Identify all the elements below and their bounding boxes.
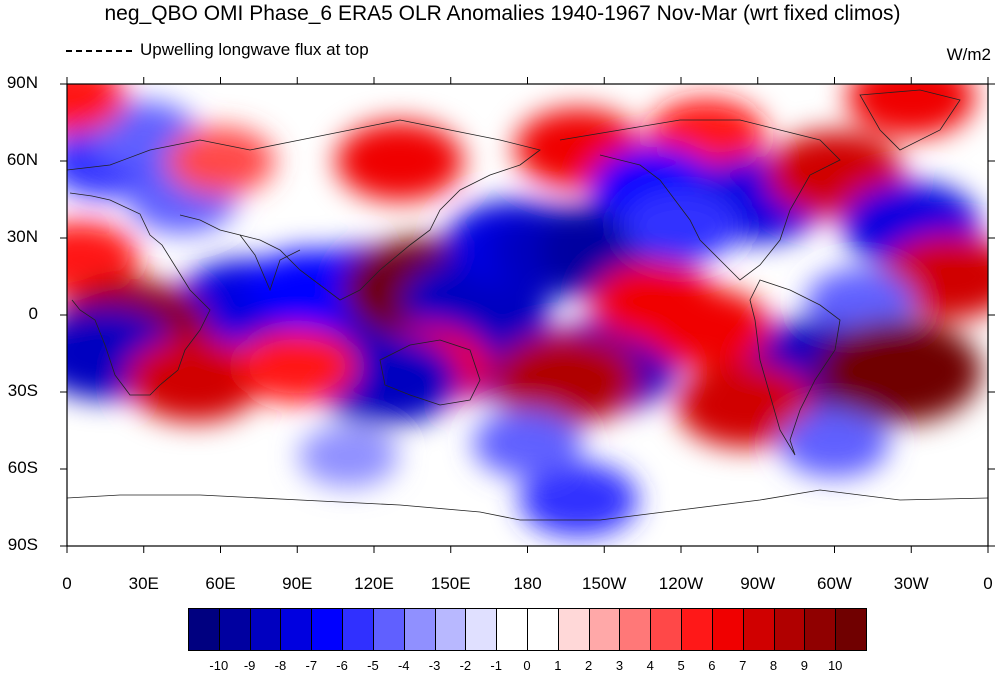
x-tick-label: 60E xyxy=(205,574,236,593)
anomaly-blob xyxy=(67,221,139,296)
x-tick-label: 90W xyxy=(740,574,776,593)
anomaly-blob xyxy=(126,336,264,423)
coastline-eurasia xyxy=(67,119,541,301)
colorbar-cell xyxy=(218,608,251,651)
y-tick-label: 60S xyxy=(7,458,38,477)
colorbar-label: 3 xyxy=(615,658,624,673)
colorbar-cell xyxy=(681,608,713,651)
colorbar-label: 2 xyxy=(585,658,593,673)
colorbar-cell xyxy=(527,608,559,651)
colorbar-label: -5 xyxy=(367,658,379,673)
anomaly-blob xyxy=(805,268,915,337)
coastline-africa xyxy=(69,192,211,396)
x-tick-label: 60W xyxy=(817,574,852,593)
anomaly-blob xyxy=(67,84,127,134)
colorbar-label: 10 xyxy=(827,658,843,673)
colorbar-label: 7 xyxy=(739,658,747,673)
y-tick-label: 0 xyxy=(28,304,38,323)
colorbar-label: -10 xyxy=(209,658,229,673)
x-tick-label: 90E xyxy=(282,574,313,593)
x-tick-label: 30E xyxy=(128,574,159,593)
x-tick-label: 0 xyxy=(983,574,993,593)
coastline-north-america xyxy=(559,119,841,281)
x-tick-label: 0 xyxy=(62,574,72,593)
x-tick-label: 180 xyxy=(513,574,542,593)
colorbar-label: -2 xyxy=(459,658,472,673)
colorbar-cell xyxy=(403,608,436,651)
anomaly-blob xyxy=(815,319,982,424)
colorbar-cell xyxy=(835,608,867,651)
axis-ticks xyxy=(60,77,995,553)
colorbar-label: -1 xyxy=(490,658,502,673)
anomaly-blob xyxy=(621,188,741,263)
colorbar-label: -8 xyxy=(274,658,287,673)
colorbar-label: -9 xyxy=(243,658,256,673)
colorbar-cell xyxy=(588,608,621,651)
colorbar-label: 6 xyxy=(708,658,716,673)
anomaly-blob xyxy=(473,409,582,478)
colorbar-cell xyxy=(619,608,652,651)
anomaly-blob xyxy=(238,329,357,404)
figure-title: neg_QBO OMI Phase_6 ERA5 OLR Anomalies 1… xyxy=(104,2,901,25)
colorbar-cell xyxy=(773,608,806,651)
anomaly-field xyxy=(67,84,988,537)
colorbar-cell xyxy=(342,608,374,651)
y-tick-label: 30N xyxy=(6,227,38,246)
dashed-line-sample xyxy=(66,49,132,52)
colorbar-cell xyxy=(742,608,775,651)
coastline-india xyxy=(239,234,301,292)
y-tick-label: 60N xyxy=(6,150,38,169)
x-tick-label: 30W xyxy=(893,574,929,593)
coastline-greenland xyxy=(859,89,961,151)
colorbar xyxy=(188,608,867,651)
anomaly-blob xyxy=(335,121,464,201)
y-tick-label: 90N xyxy=(6,73,38,92)
x-tick-label: 120W xyxy=(658,574,704,593)
colorbar-label: 0 xyxy=(523,658,531,673)
colorbar-cell xyxy=(372,608,405,651)
colorbar-label: -3 xyxy=(428,658,441,673)
line-legend-text: Upwelling longwave flux at top xyxy=(140,40,369,59)
colorbar-cell xyxy=(249,608,282,651)
anomaly-blob xyxy=(298,425,399,488)
y-tick-label: 30S xyxy=(7,381,38,400)
y-tick-label: 90S xyxy=(7,535,38,554)
colorbar-label: 1 xyxy=(554,658,562,673)
anomaly-blob xyxy=(246,249,375,330)
colorbar-cell xyxy=(557,608,590,651)
x-tick-label: 150W xyxy=(582,574,627,593)
anomaly-blob xyxy=(492,333,640,426)
colorbar-label: -4 xyxy=(397,658,410,673)
colorbar-cell xyxy=(496,608,528,651)
colorbar-cell xyxy=(711,608,744,651)
coastline-south-america xyxy=(749,279,841,456)
colorbar-cell xyxy=(804,608,837,651)
colorbar-label: -6 xyxy=(336,658,348,673)
anomaly-blob xyxy=(780,409,889,478)
anomaly-blob xyxy=(519,462,638,537)
coastline-antarctica xyxy=(67,489,988,521)
coastlines xyxy=(67,89,988,521)
colorbar-cell xyxy=(465,608,498,651)
colorbar-label: 5 xyxy=(677,658,685,673)
colorbar-cell xyxy=(650,608,683,651)
colorbar-cell xyxy=(188,608,220,651)
colorbar-label: 4 xyxy=(646,658,654,673)
anomaly-blob xyxy=(847,84,976,137)
units-label: W/m2 xyxy=(946,45,991,64)
line-legend: Upwelling longwave flux at top xyxy=(66,40,369,60)
x-tick-label: 120E xyxy=(354,574,394,593)
x-tick-label: 150E xyxy=(430,574,471,593)
colorbar-cell xyxy=(280,608,313,651)
colorbar-label: 8 xyxy=(769,658,778,673)
anomaly-blob xyxy=(166,127,275,195)
coastline-australia xyxy=(379,339,481,406)
anomaly-blob xyxy=(591,262,720,343)
colorbar-label: 9 xyxy=(800,658,808,673)
colorbar-cell xyxy=(434,608,467,651)
colorbar-cell xyxy=(311,608,344,651)
colorbar-label: -7 xyxy=(305,658,318,673)
